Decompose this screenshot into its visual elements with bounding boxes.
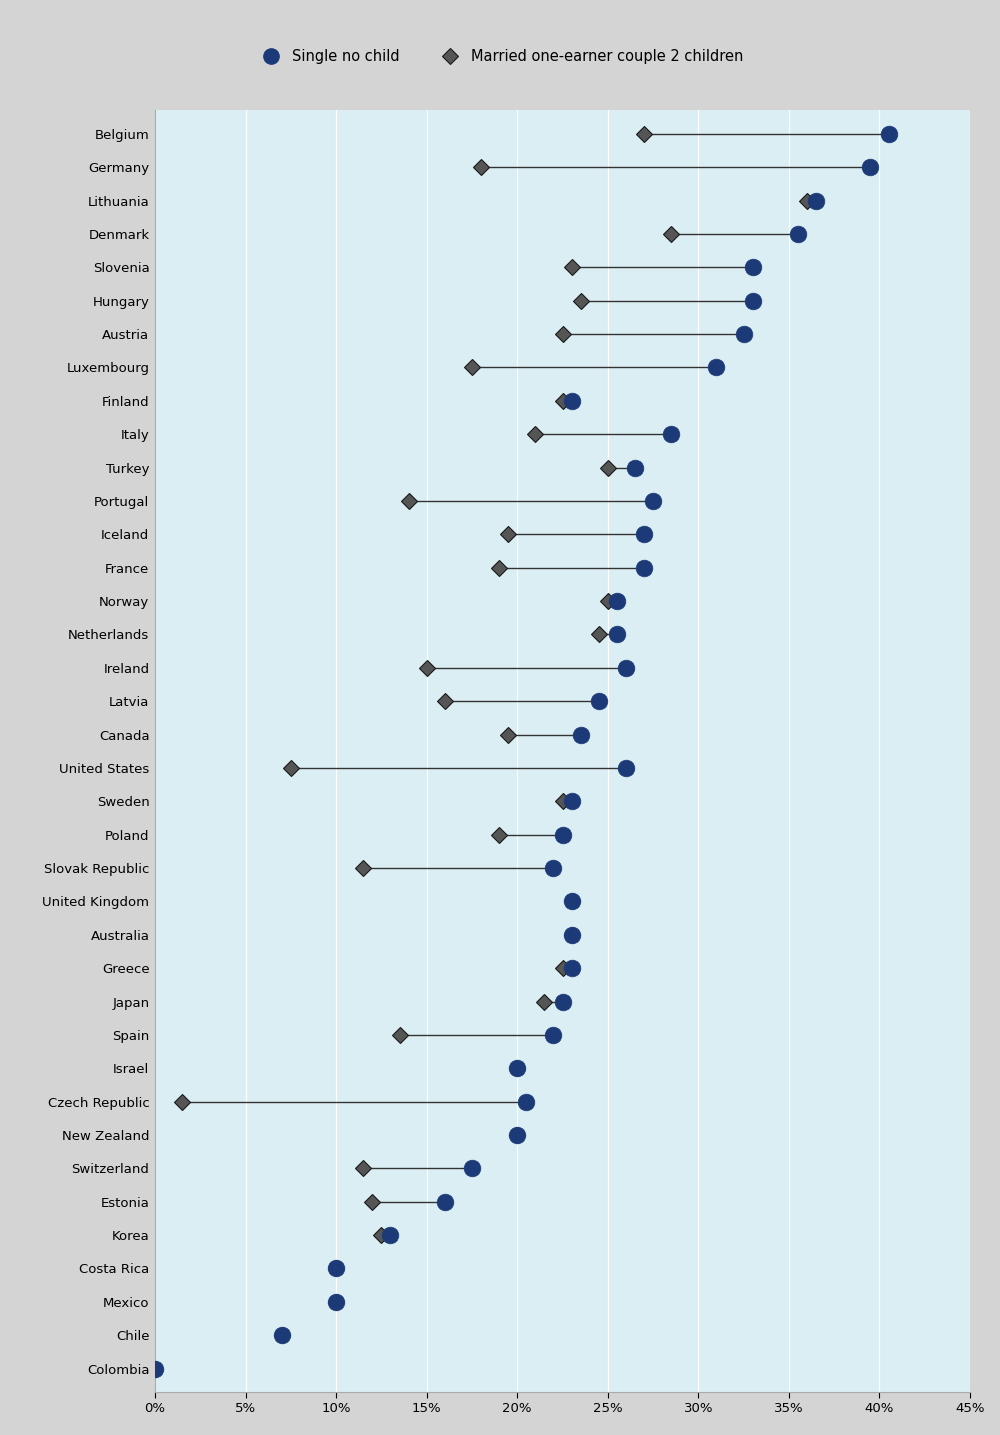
Legend: Single no child, Married one-earner couple 2 children: Single no child, Married one-earner coup… bbox=[251, 43, 749, 70]
